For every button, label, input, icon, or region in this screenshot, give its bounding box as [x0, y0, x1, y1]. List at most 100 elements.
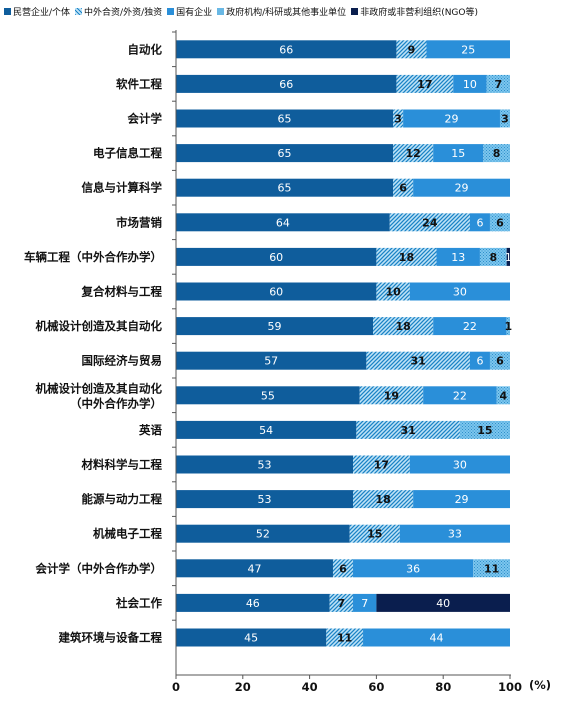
bar-segment [489, 213, 510, 232]
bar-row: 社会工作 46 7 7 40 [115, 593, 510, 612]
value-label: 29 [455, 182, 469, 195]
value-label: 15 [477, 424, 492, 437]
category-label: 机械电子工程 [93, 527, 162, 541]
category-label: 复合材料与工程 [81, 285, 163, 299]
bar-row: 会计学 65 3 29 3 [127, 109, 510, 128]
value-label: 54 [259, 424, 273, 437]
category-label: 机械设计创造及其自动化（中外合作办学） [36, 381, 163, 410]
x-tick-label: 80 [435, 680, 451, 694]
value-label: 47 [247, 562, 261, 575]
bar-segment [376, 593, 510, 612]
bar-segment [413, 178, 510, 197]
bar-segment [433, 144, 484, 163]
value-label: 6 [476, 355, 483, 368]
bar-segment [176, 213, 390, 232]
bar-segment [399, 524, 510, 543]
bar-segment [176, 109, 394, 128]
value-label: 18 [375, 493, 390, 506]
bar-segment [483, 144, 510, 163]
value-label: 53 [258, 459, 272, 472]
bar-segment [453, 74, 487, 93]
value-label: 64 [276, 216, 290, 229]
bar-segment [506, 317, 510, 336]
value-label: 15 [451, 147, 465, 160]
bar-row: 国际经济与贸易 57 31 6 6 [82, 351, 510, 370]
value-label: 3 [501, 113, 509, 126]
bar-segment [329, 593, 354, 612]
legend-swatch [4, 7, 11, 15]
bar-row: 能源与动力工程 53 18 29 [82, 490, 510, 509]
bar-segment [353, 559, 474, 578]
legend-swatch [167, 7, 175, 15]
bar-segment [389, 213, 470, 232]
value-label: 65 [278, 182, 292, 195]
value-label: 45 [244, 632, 258, 645]
value-label: 6 [339, 562, 347, 575]
bar-row: 机械设计创造及其自动化（中外合作办学） 55 19 22 4 [36, 381, 510, 410]
bar-row: 机械电子工程 52 15 33 [93, 524, 510, 543]
value-label: 55 [261, 389, 275, 402]
category-label: 软件工程 [116, 77, 162, 91]
bar-segment [356, 420, 460, 439]
bar-row: 英语 54 31 15 [138, 420, 510, 439]
value-label: 60 [269, 251, 283, 264]
bar-segment [396, 74, 454, 93]
value-label: 8 [489, 251, 497, 264]
x-tick-label: 40 [302, 680, 318, 694]
category-label: 材料科学与工程 [82, 458, 163, 472]
bar-segment [176, 247, 377, 266]
value-label: 31 [400, 424, 415, 437]
legend-swatch [351, 7, 359, 15]
value-label: 6 [496, 216, 504, 229]
value-label: 3 [394, 113, 402, 126]
value-label: 6 [476, 216, 483, 229]
bar-segment [489, 351, 510, 370]
bar-segment [409, 282, 510, 301]
category-label: 社会工作 [115, 596, 162, 610]
category-label: 市场营销 [116, 215, 162, 229]
legend: 民营企业/个体 中外合资/外资/独资 国有企业 政府机构/科研或其他事业单位 非政府或非… [4, 2, 483, 20]
value-label: 36 [406, 562, 420, 575]
bar-row: 材料科学与工程 53 17 30 [82, 455, 510, 474]
value-label: 7 [494, 78, 502, 91]
bar-segment [353, 593, 377, 612]
value-label: 22 [463, 320, 477, 333]
bar-segment [366, 351, 470, 370]
legend-swatch [217, 7, 225, 15]
bar-segment [349, 524, 400, 543]
category-label: 电子信息工程 [93, 146, 162, 160]
x-tick-label: 60 [368, 680, 384, 694]
unit-label: (%) [529, 678, 551, 692]
bar-segment [176, 628, 327, 647]
bar-segment [176, 490, 354, 509]
bar-row: 车辆工程（中外合作办学） 60 18 13 8 1 [24, 247, 512, 266]
legend-label: 国有企业 [176, 7, 213, 18]
bar-segment [413, 490, 510, 509]
bar-row: 市场营销 64 24 6 6 [116, 213, 510, 232]
bar-segment [393, 144, 434, 163]
category-label: 能源与动力工程 [82, 492, 163, 506]
category-label: 机械设计创造及其自动化 [36, 319, 163, 333]
bar-segment [176, 178, 394, 197]
value-label: 19 [384, 389, 399, 402]
category-label: 国际经济与贸易 [82, 354, 163, 368]
value-label: 59 [268, 320, 282, 333]
bar-row: 建筑环境与设备工程 45 11 44 [59, 628, 510, 647]
bar-row: 电子信息工程 65 12 15 8 [93, 144, 510, 163]
value-label: 66 [279, 43, 293, 56]
bar-segment [423, 386, 497, 405]
bar-segment [363, 628, 510, 647]
value-label: 30 [453, 286, 467, 299]
bar-segment [376, 282, 410, 301]
value-label: 65 [278, 147, 292, 160]
bar-segment [176, 524, 350, 543]
bar-segment [403, 109, 500, 128]
value-label: 46 [246, 597, 260, 610]
legend-label: 非政府或非营利组织(NGO等) [360, 7, 479, 18]
value-label: 29 [445, 113, 459, 126]
value-label: 17 [417, 78, 432, 91]
legend-item: 政府机构/科研或其他事业单位 [217, 5, 346, 18]
category-label: 自动化 [128, 42, 163, 56]
bar-segment [409, 455, 510, 474]
